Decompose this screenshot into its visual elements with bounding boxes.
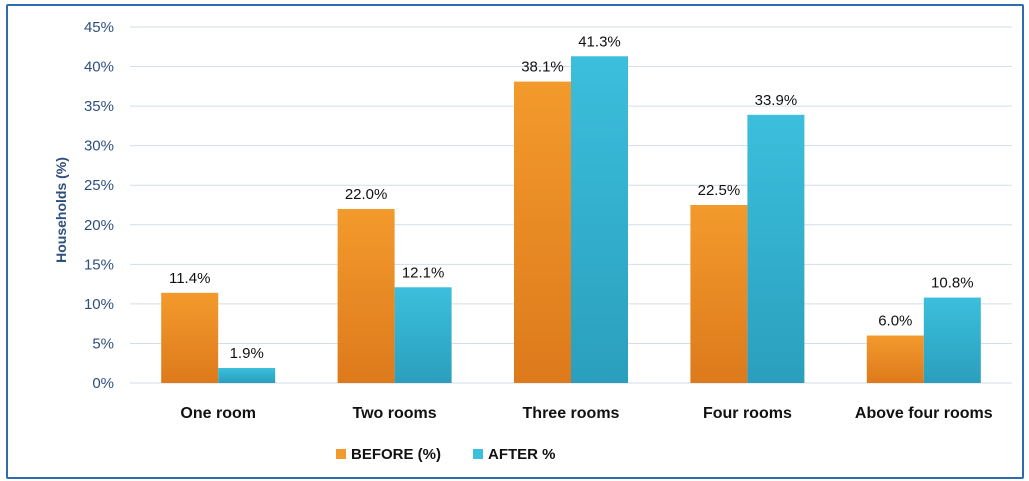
legend-label: AFTER %	[488, 446, 556, 463]
chart-frame: 0% 5% 10% 15% 20% 25% 30% 35% 40% 45% Households …	[6, 4, 1024, 479]
bar-chart: 0% 5% 10% 15% 20% 25% 30% 35% 40% 45% Households …	[53, 19, 1012, 463]
y-tick-label: 35%	[84, 98, 114, 115]
bar	[923, 297, 981, 383]
data-label: 38.1%	[521, 59, 564, 76]
bars	[161, 56, 981, 384]
data-label: 12.1%	[402, 264, 445, 281]
y-tick-label: 25%	[84, 177, 114, 194]
legend: BEFORE (%) AFTER %	[336, 446, 556, 463]
y-tick-label: 0%	[92, 375, 114, 392]
x-category-label: Above four rooms	[855, 405, 993, 422]
bar	[514, 81, 571, 383]
y-tick-label: 5%	[92, 335, 114, 352]
data-label: 22.5%	[698, 182, 741, 199]
data-label: 11.4%	[169, 270, 210, 287]
bar	[571, 56, 628, 383]
legend-swatch	[473, 449, 483, 459]
legend-swatch	[336, 449, 346, 459]
bar	[394, 287, 452, 383]
x-category-label: Three rooms	[523, 405, 620, 422]
y-tick-label: 10%	[84, 296, 114, 313]
y-tick-label: 15%	[84, 256, 114, 273]
data-label: 6.0%	[878, 313, 912, 330]
bar	[337, 208, 395, 383]
x-category-label: One room	[180, 405, 256, 422]
y-tick-label: 45%	[84, 19, 114, 36]
legend-label: BEFORE (%)	[351, 446, 441, 463]
bar	[747, 114, 805, 384]
data-label: 1.9%	[230, 345, 264, 362]
data-label: 41.3%	[578, 33, 621, 50]
x-axis-categories: One room Two rooms Three rooms Four rooms Ab…	[180, 405, 992, 422]
x-category-label: Two rooms	[353, 405, 437, 422]
data-labels: 11.4% 1.9% 22.0% 12.1% 38.1% 41.3% 22.5% 33.9% 6…	[169, 33, 974, 362]
data-label: 33.9%	[755, 92, 798, 109]
bar	[690, 205, 748, 383]
y-tick-label: 40%	[84, 59, 114, 76]
bar	[161, 292, 219, 383]
bar	[218, 367, 276, 383]
x-category-label: Four rooms	[703, 405, 792, 422]
y-axis-ticks: 0% 5% 10% 15% 20% 25% 30% 35% 40% 45%	[84, 19, 114, 392]
y-axis-title: Households (%)	[53, 157, 69, 263]
data-label: 10.8%	[931, 275, 974, 292]
y-tick-label: 20%	[84, 217, 114, 234]
bar	[866, 335, 924, 383]
data-label: 22.0%	[345, 186, 388, 203]
y-tick-label: 30%	[84, 138, 114, 155]
